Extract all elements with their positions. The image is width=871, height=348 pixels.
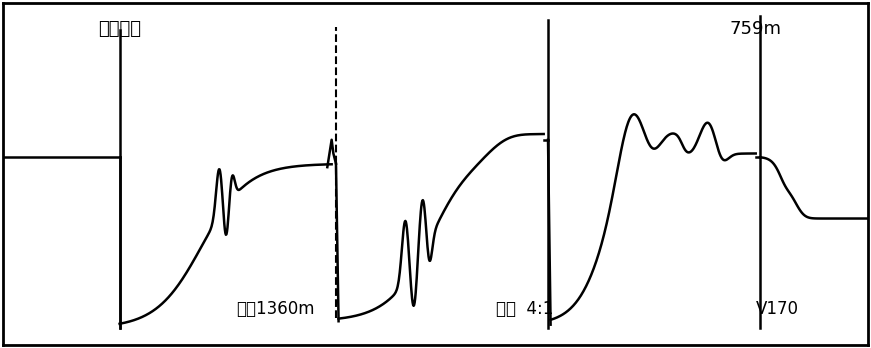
Text: 比例  4:1: 比例 4:1 xyxy=(496,300,553,318)
Text: 脉冲电流: 脉冲电流 xyxy=(98,20,141,38)
Text: 759m: 759m xyxy=(730,20,782,38)
Text: V170: V170 xyxy=(756,300,799,318)
Text: 范围1360m: 范围1360m xyxy=(236,300,315,318)
